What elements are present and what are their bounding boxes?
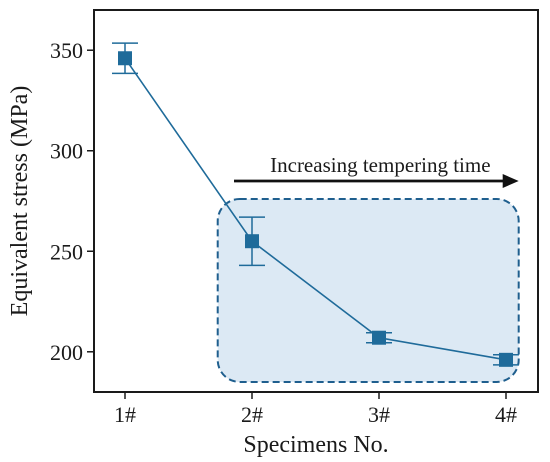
x-tick-label: 2# xyxy=(241,402,263,427)
annotation-arrow-group xyxy=(234,174,519,188)
x-tick-label: 1# xyxy=(114,402,136,427)
data-marker xyxy=(499,352,513,367)
data-point-2# xyxy=(239,216,265,267)
x-axis-title: Specimens No. xyxy=(243,432,388,458)
data-marker xyxy=(245,234,259,249)
data-point-1# xyxy=(112,42,138,75)
data-point-3# xyxy=(366,330,392,345)
y-tick-label: 200 xyxy=(50,340,83,365)
annotation-text: Increasing tempering time xyxy=(270,153,490,177)
annotation-arrowhead xyxy=(502,174,519,188)
y-tick-label: 250 xyxy=(50,239,83,264)
series-line xyxy=(124,57,507,361)
y-tick-label: 300 xyxy=(50,139,83,164)
plot-frame xyxy=(93,9,539,393)
y-axis-ticks: 200 250 300 350 xyxy=(50,38,94,365)
series-layer xyxy=(112,42,519,367)
data-point-4# xyxy=(493,352,519,367)
x-tick-label: 3# xyxy=(368,402,390,427)
data-marker xyxy=(372,330,386,345)
highlight-region xyxy=(216,197,520,383)
x-axis-ticks: 1# 2# 3# 4# xyxy=(114,392,517,427)
y-axis-title: Equivalent stress (MPa) xyxy=(7,86,33,317)
y-tick-label: 350 xyxy=(50,38,83,63)
data-marker xyxy=(118,51,132,66)
x-tick-label: 4# xyxy=(495,402,517,427)
